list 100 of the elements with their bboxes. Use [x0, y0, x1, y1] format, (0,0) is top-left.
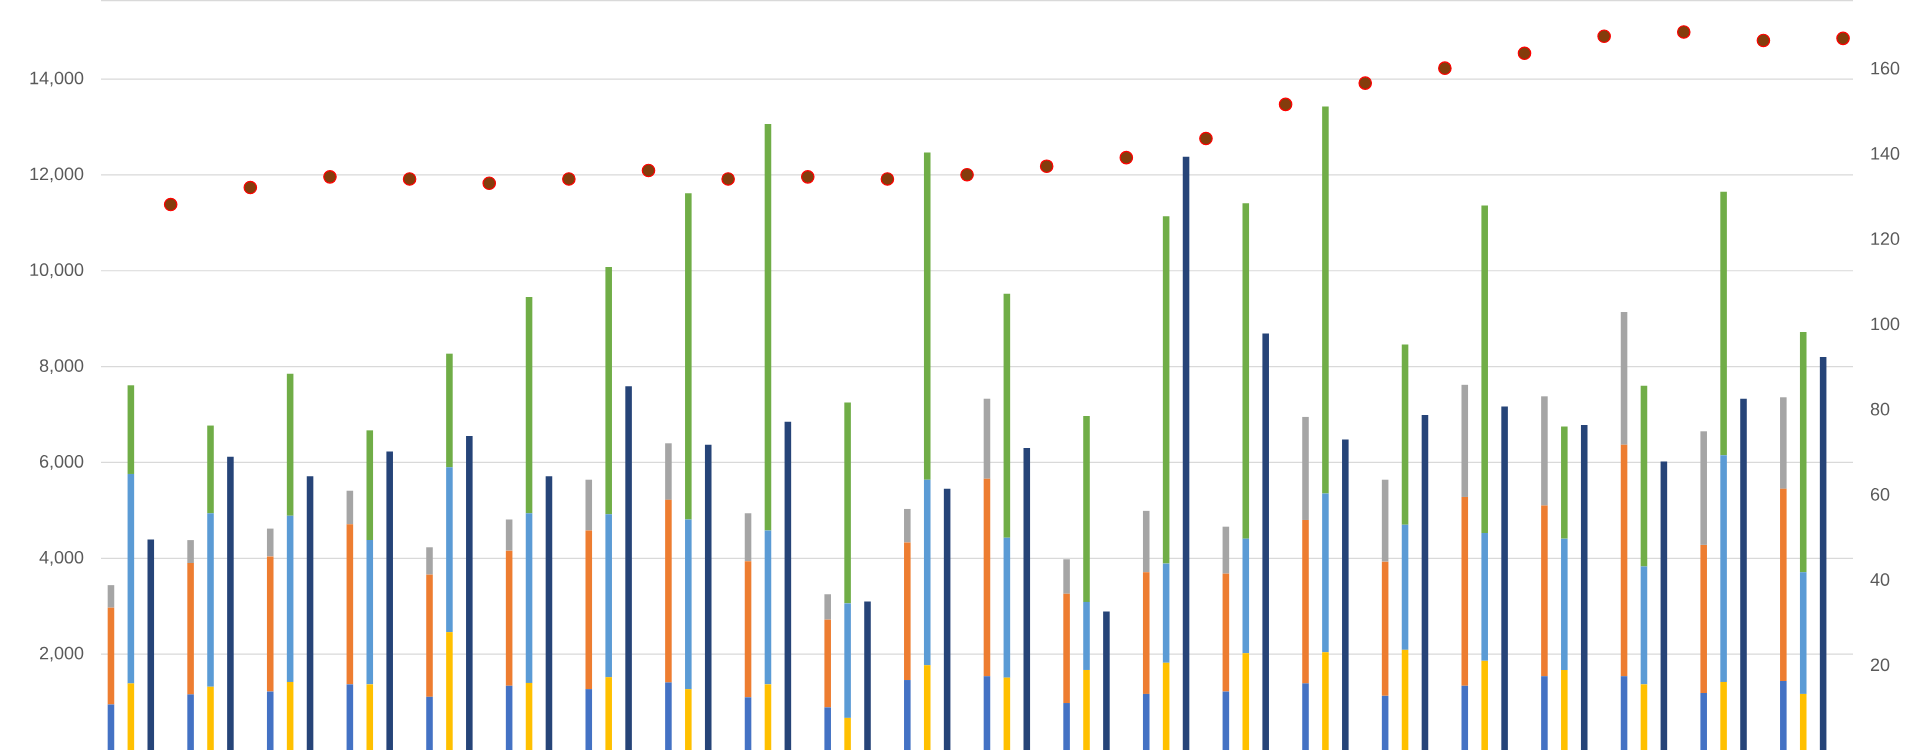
bar [1740, 398, 1747, 750]
bar [1003, 537, 1011, 678]
bar [1401, 524, 1409, 650]
bar [1242, 653, 1250, 750]
bar [1561, 669, 1568, 750]
bar [1700, 544, 1707, 693]
bar [187, 540, 194, 564]
bar [1003, 293, 1011, 538]
bar [605, 514, 612, 678]
bar [1063, 593, 1070, 704]
bar [1142, 510, 1150, 573]
bar [127, 683, 135, 750]
point [880, 172, 895, 186]
y-tick-label: 10,000 [30, 263, 84, 279]
bar [1063, 559, 1070, 594]
point [641, 163, 656, 178]
point [163, 197, 178, 212]
bar [1421, 415, 1429, 750]
bar [844, 402, 851, 604]
bar [665, 443, 672, 500]
bar [904, 508, 911, 543]
bar [1103, 611, 1110, 750]
bar [266, 528, 274, 557]
y-tick-label: 8,000 [39, 359, 84, 374]
bar [844, 603, 851, 718]
bar [665, 682, 672, 750]
bar [1302, 519, 1309, 684]
bar [207, 686, 214, 750]
point [1199, 131, 1213, 146]
bar [187, 694, 194, 750]
bar [346, 684, 354, 750]
bar [207, 513, 214, 687]
bar [1322, 106, 1329, 494]
bar [764, 530, 772, 685]
bar [605, 266, 612, 515]
bar [1083, 669, 1090, 750]
bar [346, 524, 354, 685]
bar [1142, 572, 1150, 694]
bar [1620, 444, 1628, 677]
bar [1501, 406, 1508, 750]
bar [904, 542, 911, 681]
bar [704, 444, 712, 750]
bar [943, 488, 951, 750]
bar [286, 515, 294, 682]
bar [1799, 332, 1807, 573]
bar [525, 682, 533, 750]
bar [545, 476, 553, 750]
y-tick-label: 6,000 [39, 455, 84, 470]
bar [1481, 532, 1488, 661]
bar [266, 691, 274, 750]
point [1119, 150, 1134, 165]
y-tick-label: 2,000 [39, 646, 84, 662]
point [402, 172, 417, 186]
bar [1322, 493, 1329, 653]
bar [1083, 415, 1090, 602]
bar [107, 704, 115, 750]
point [1597, 29, 1611, 44]
bar [1561, 538, 1568, 670]
bar [744, 513, 752, 562]
bar [1780, 680, 1787, 750]
bar [585, 530, 593, 690]
point [562, 172, 576, 186]
bar [585, 689, 593, 750]
point [1438, 61, 1452, 75]
point [800, 170, 815, 184]
bar [1541, 505, 1548, 677]
y2-tick-label: 40 [1870, 573, 1890, 586]
bar [1083, 601, 1090, 670]
bar [1322, 652, 1329, 750]
bar [1541, 396, 1548, 506]
bar [625, 386, 632, 750]
bar [685, 519, 692, 690]
bar [923, 479, 931, 666]
bar [1561, 426, 1568, 539]
bar [107, 607, 115, 705]
bar [127, 473, 135, 684]
bar [1063, 703, 1070, 750]
bar [1580, 425, 1588, 750]
bar [1262, 333, 1269, 750]
bar [505, 519, 513, 551]
bar [764, 124, 772, 531]
bar [306, 476, 314, 750]
bar [426, 574, 433, 697]
bar [1222, 526, 1230, 574]
bar [1799, 572, 1807, 694]
bar [744, 561, 752, 698]
bar [1461, 685, 1469, 750]
y-tick-label: 4,000 [39, 550, 84, 566]
bar [923, 152, 931, 480]
bar [1720, 191, 1727, 456]
point [1756, 33, 1771, 48]
bar [1620, 676, 1628, 750]
bar [1541, 676, 1548, 750]
bar [1162, 216, 1170, 564]
bar [505, 685, 513, 750]
point [1039, 159, 1054, 173]
point [1836, 31, 1850, 46]
bar [446, 632, 453, 750]
bar [1401, 344, 1409, 525]
bar [764, 684, 772, 750]
